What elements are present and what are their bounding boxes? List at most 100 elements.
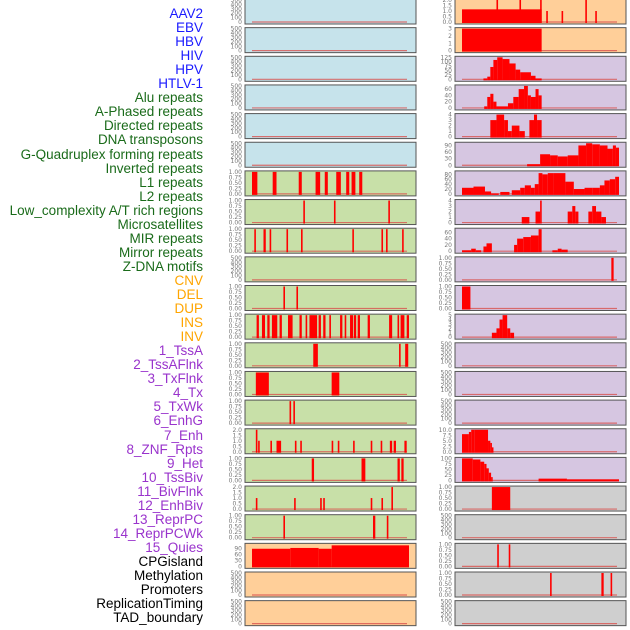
data-bar — [497, 57, 503, 81]
y-tick-label: 60 — [444, 229, 452, 236]
panel-background — [244, 141, 417, 168]
panel-background — [454, 399, 627, 426]
data-bar — [361, 458, 366, 482]
panel-background — [244, 199, 417, 226]
y-tick-label: 1 — [448, 330, 452, 337]
data-bar — [370, 498, 373, 511]
track-label: MIR repeats — [129, 230, 203, 246]
data-bar — [520, 187, 525, 195]
data-bar — [337, 440, 340, 453]
data-bar — [401, 458, 404, 482]
y-tick-label: 40 — [444, 236, 452, 243]
data-bar — [533, 114, 538, 138]
data-bar — [331, 545, 409, 568]
y-tick-label: 1.0 — [232, 438, 242, 445]
y-tick-label: 0 — [238, 19, 242, 26]
data-bar — [300, 440, 302, 453]
y-tick-label: 4 — [448, 198, 452, 205]
y-tick-label: 125 — [441, 54, 453, 61]
data-bar — [511, 190, 521, 195]
data-bar — [320, 498, 322, 511]
data-bar — [462, 9, 542, 23]
y-tick-label: 4 — [448, 112, 452, 119]
data-bar — [462, 250, 472, 253]
y-tick-label: 80 — [444, 171, 452, 178]
data-bar — [535, 78, 542, 81]
y-tick-label: 200 — [231, 268, 243, 275]
y-tick-label: 20 — [444, 242, 452, 249]
panel-background — [244, 600, 417, 627]
data-bar — [615, 147, 619, 167]
y-tick-label: 400 — [231, 30, 243, 37]
data-bar — [484, 191, 492, 195]
panel-background — [454, 285, 627, 311]
data-bar — [527, 164, 541, 167]
track-label: Inverted repeats — [105, 160, 203, 176]
y-tick-label: 0 — [448, 191, 452, 198]
data-bar — [611, 257, 614, 281]
data-bar — [604, 180, 610, 195]
data-bar — [468, 431, 472, 453]
data-bar — [493, 101, 497, 109]
y-tick-label: 0 — [448, 420, 452, 427]
data-bar — [496, 328, 500, 339]
y-tick-label: 0.00 — [439, 506, 453, 513]
panel-background — [454, 313, 627, 340]
data-bar — [315, 171, 321, 195]
data-bar — [592, 187, 600, 195]
track-label: Directed repeats — [103, 118, 203, 134]
data-bar — [592, 206, 597, 224]
y-tick-label: 200 — [231, 68, 243, 75]
y-tick-label: 75 — [444, 63, 452, 70]
data-bar — [566, 479, 619, 482]
y-tick-label: 100 — [441, 530, 453, 537]
y-tick-label: 400 — [441, 345, 453, 352]
y-tick-label: 5 — [448, 312, 452, 319]
y-tick-label: 40 — [444, 181, 452, 188]
track-label: 10_TssBiv — [141, 469, 203, 485]
data-bar — [497, 544, 499, 568]
data-bar — [523, 237, 531, 253]
panel-background — [454, 571, 627, 598]
y-tick-label: 100 — [231, 272, 243, 279]
data-bar — [333, 200, 336, 224]
track-label: Microsatellites — [117, 216, 203, 232]
data-bar — [487, 76, 491, 81]
data-bar — [472, 459, 481, 482]
data-bar — [488, 472, 492, 482]
y-tick-label: 400 — [231, 116, 243, 123]
panel-background — [244, 27, 417, 54]
track-panel: 0.000.250.500.751.00 — [229, 226, 417, 255]
y-tick-label: 0 — [448, 162, 452, 169]
y-tick-label: 500 — [441, 398, 453, 405]
y-tick-label: 0 — [238, 134, 242, 141]
data-bar — [359, 171, 363, 195]
y-tick-label: 2.0 — [232, 427, 242, 434]
data-bar — [530, 187, 535, 195]
data-bar — [311, 458, 315, 482]
y-tick-label: 500 — [231, 112, 243, 119]
y-tick-label: 0.50 — [229, 524, 243, 531]
y-tick-label: 0 — [448, 134, 452, 141]
data-bar — [370, 440, 373, 453]
y-tick-label: 40 — [444, 92, 452, 99]
data-bar — [500, 191, 510, 195]
data-bar — [287, 315, 293, 339]
data-bar — [388, 200, 390, 224]
y-tick-label: 1.00 — [229, 312, 243, 319]
data-bar — [610, 573, 613, 596]
data-bar — [535, 89, 539, 109]
data-bar — [599, 185, 605, 195]
y-tick-label: 0.50 — [439, 495, 453, 502]
y-tick-label: 0.00 — [439, 592, 453, 599]
data-bar — [491, 477, 493, 482]
panel-background — [244, 571, 417, 598]
data-bar — [514, 244, 518, 253]
y-tick-label: 4 — [448, 317, 452, 324]
track-label: INS — [180, 315, 203, 331]
